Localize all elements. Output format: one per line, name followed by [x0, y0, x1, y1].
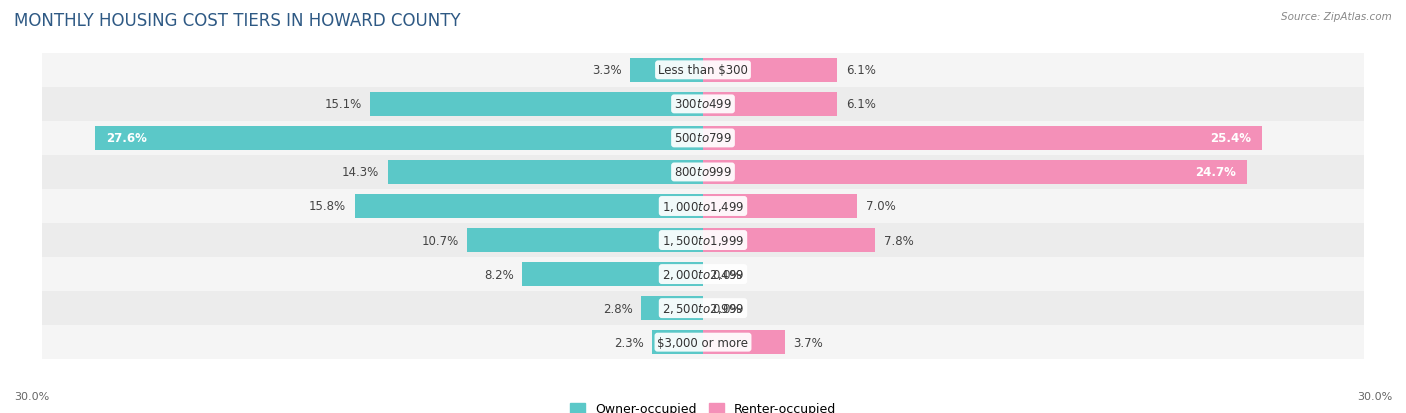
Legend: Owner-occupied, Renter-occupied: Owner-occupied, Renter-occupied	[565, 397, 841, 413]
Bar	[703, 194, 858, 219]
Text: 3.3%: 3.3%	[592, 64, 621, 77]
Bar	[703, 93, 838, 117]
Bar	[42, 190, 1364, 223]
Text: 6.1%: 6.1%	[846, 64, 876, 77]
Bar	[467, 228, 703, 253]
Text: 30.0%: 30.0%	[1357, 392, 1392, 401]
Text: $2,000 to $2,499: $2,000 to $2,499	[662, 268, 744, 281]
Bar	[523, 262, 703, 287]
Text: 15.8%: 15.8%	[309, 200, 346, 213]
Text: $300 to $499: $300 to $499	[673, 98, 733, 111]
Text: 14.3%: 14.3%	[342, 166, 380, 179]
Text: 15.1%: 15.1%	[325, 98, 361, 111]
Bar	[703, 59, 838, 83]
Text: 3.7%: 3.7%	[793, 336, 823, 349]
Bar	[42, 325, 1364, 359]
Text: 0.0%: 0.0%	[711, 302, 741, 315]
Text: 10.7%: 10.7%	[422, 234, 458, 247]
Text: 7.8%: 7.8%	[883, 234, 914, 247]
Bar	[42, 257, 1364, 292]
Bar	[42, 292, 1364, 325]
Text: 8.2%: 8.2%	[484, 268, 513, 281]
Bar	[388, 160, 703, 185]
Bar	[703, 330, 785, 354]
Bar	[42, 54, 1364, 88]
Text: 2.3%: 2.3%	[614, 336, 644, 349]
Text: $1,500 to $1,999: $1,500 to $1,999	[662, 233, 744, 247]
Text: 7.0%: 7.0%	[866, 200, 896, 213]
Bar	[703, 228, 875, 253]
Bar	[630, 59, 703, 83]
Bar	[652, 330, 703, 354]
Text: $3,000 or more: $3,000 or more	[658, 336, 748, 349]
Bar	[42, 121, 1364, 156]
Text: Source: ZipAtlas.com: Source: ZipAtlas.com	[1281, 12, 1392, 22]
Text: 25.4%: 25.4%	[1211, 132, 1251, 145]
Text: 30.0%: 30.0%	[14, 392, 49, 401]
Bar	[703, 160, 1247, 185]
Text: 24.7%: 24.7%	[1195, 166, 1236, 179]
Text: Less than $300: Less than $300	[658, 64, 748, 77]
Text: $2,500 to $2,999: $2,500 to $2,999	[662, 301, 744, 316]
Bar	[96, 126, 703, 151]
Text: $500 to $799: $500 to $799	[673, 132, 733, 145]
Bar	[42, 223, 1364, 257]
Text: 0.0%: 0.0%	[711, 268, 741, 281]
Text: 27.6%: 27.6%	[105, 132, 148, 145]
Text: $1,000 to $1,499: $1,000 to $1,499	[662, 199, 744, 214]
Bar	[354, 194, 703, 219]
Bar	[641, 296, 703, 320]
Text: $800 to $999: $800 to $999	[673, 166, 733, 179]
Text: 6.1%: 6.1%	[846, 98, 876, 111]
Text: 2.8%: 2.8%	[603, 302, 633, 315]
Bar	[42, 88, 1364, 121]
Bar	[42, 156, 1364, 190]
Bar	[370, 93, 703, 117]
Text: MONTHLY HOUSING COST TIERS IN HOWARD COUNTY: MONTHLY HOUSING COST TIERS IN HOWARD COU…	[14, 12, 461, 30]
Bar	[703, 126, 1263, 151]
